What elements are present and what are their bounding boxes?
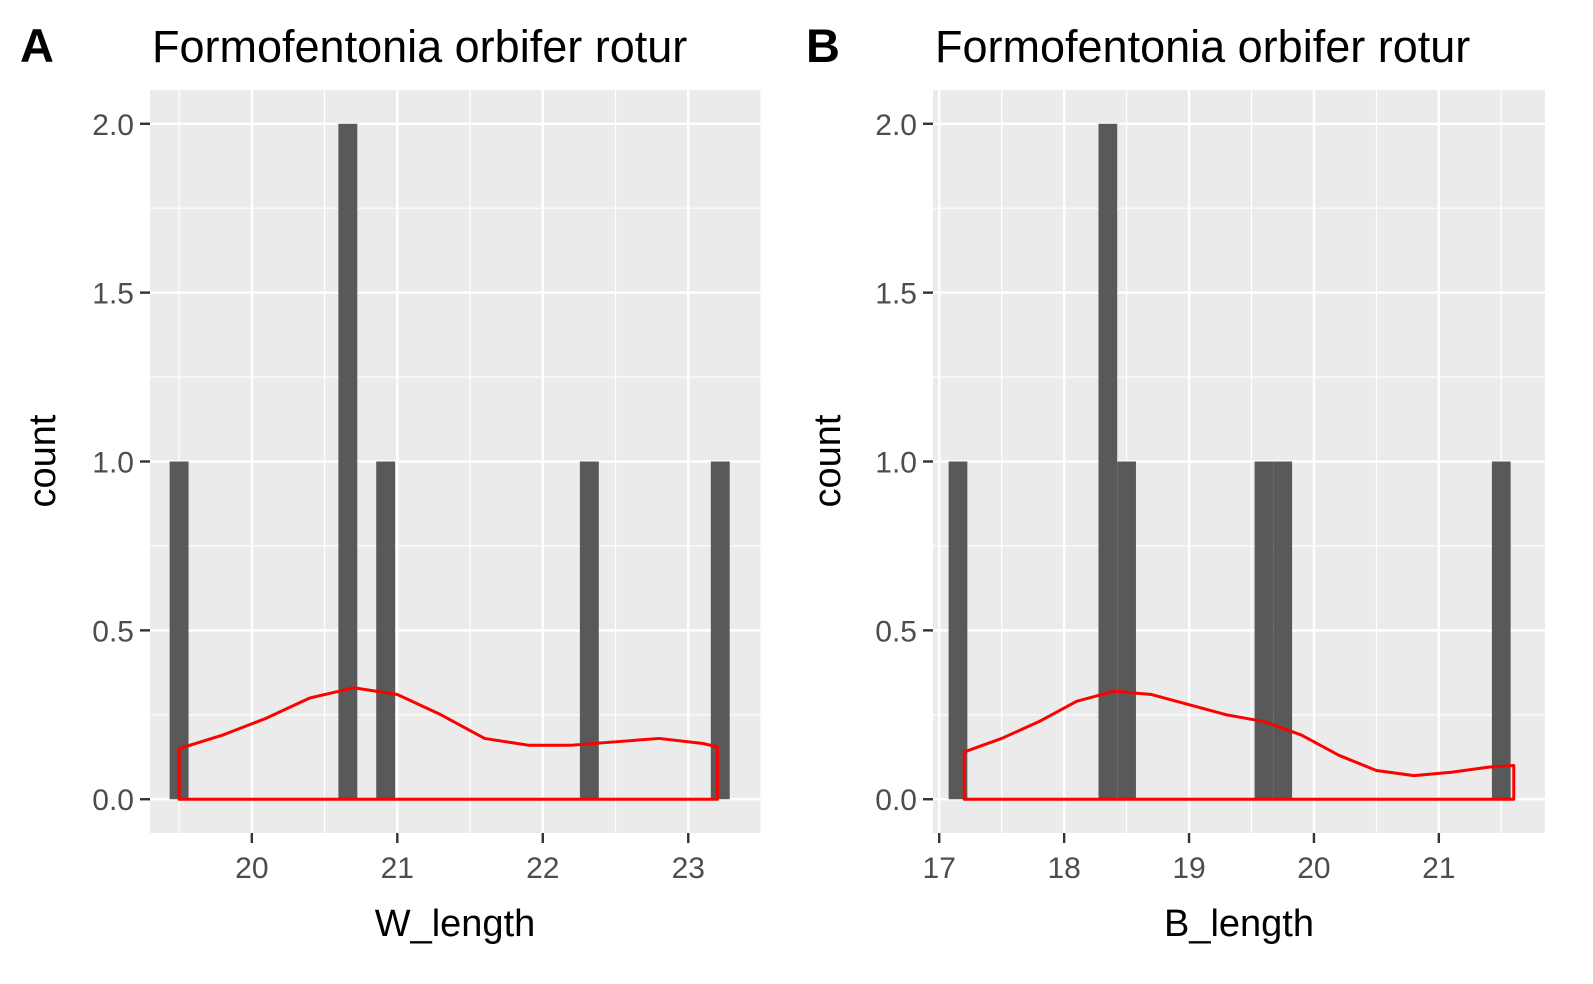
x-axis-title-a: W_length bbox=[375, 903, 536, 945]
x-tick-label: 18 bbox=[1047, 852, 1080, 885]
histogram-bar bbox=[710, 461, 730, 800]
x-tick-label: 22 bbox=[526, 852, 559, 885]
y-tick-label: 2.0 bbox=[875, 109, 917, 142]
panel-letter-b: B bbox=[806, 19, 840, 72]
plot-area-b bbox=[933, 90, 1545, 833]
x-tick-label: 17 bbox=[923, 852, 956, 885]
y-tick-label: 0.5 bbox=[875, 615, 917, 648]
histogram-bar bbox=[1273, 461, 1293, 800]
y-axis-title-b: count bbox=[807, 414, 849, 507]
y-tick-label: 0.0 bbox=[92, 784, 134, 817]
y-tick-label: 0.0 bbox=[875, 784, 917, 817]
y-tick-label: 1.0 bbox=[875, 447, 917, 480]
y-tick-label: 2.0 bbox=[92, 109, 134, 142]
x-tick-label: 19 bbox=[1172, 852, 1205, 885]
x-tick-label: 21 bbox=[1422, 852, 1455, 885]
plot-area-a bbox=[150, 90, 762, 833]
histogram-bar bbox=[169, 461, 189, 800]
x-tick-label: 20 bbox=[1297, 852, 1330, 885]
chart-title-b: Formofentonia orbifer rotur bbox=[935, 21, 1470, 72]
y-axis-title-a: count bbox=[22, 414, 64, 507]
histogram-bar bbox=[376, 461, 396, 800]
chart-title-a: Formofentonia orbifer rotur bbox=[152, 21, 687, 72]
y-tick-label: 1.5 bbox=[92, 278, 134, 311]
y-tick-label: 1.0 bbox=[92, 447, 134, 480]
y-tick-label: 1.5 bbox=[875, 278, 917, 311]
histogram-bar bbox=[1117, 461, 1136, 800]
density-curve bbox=[177, 686, 719, 801]
panel-letter-a: A bbox=[20, 19, 54, 72]
x-tick-label: 21 bbox=[381, 852, 414, 885]
panel-a: A Formofentonia orbifer rotur W_length c… bbox=[20, 19, 762, 945]
density-curve bbox=[962, 689, 1516, 801]
histogram-bar bbox=[1491, 461, 1511, 800]
histogram-bar bbox=[1254, 461, 1274, 800]
x-tick-label: 23 bbox=[672, 852, 705, 885]
histogram-bar bbox=[1098, 123, 1118, 800]
histogram-bar bbox=[579, 461, 599, 800]
histogram-bar bbox=[338, 123, 358, 800]
x-tick-label: 20 bbox=[235, 852, 268, 885]
histogram-bar bbox=[948, 461, 968, 800]
panel-b: B Formofentonia orbifer rotur B_length c… bbox=[806, 19, 1545, 945]
x-axis-title-b: B_length bbox=[1164, 903, 1314, 945]
y-tick-label: 0.5 bbox=[92, 615, 134, 648]
